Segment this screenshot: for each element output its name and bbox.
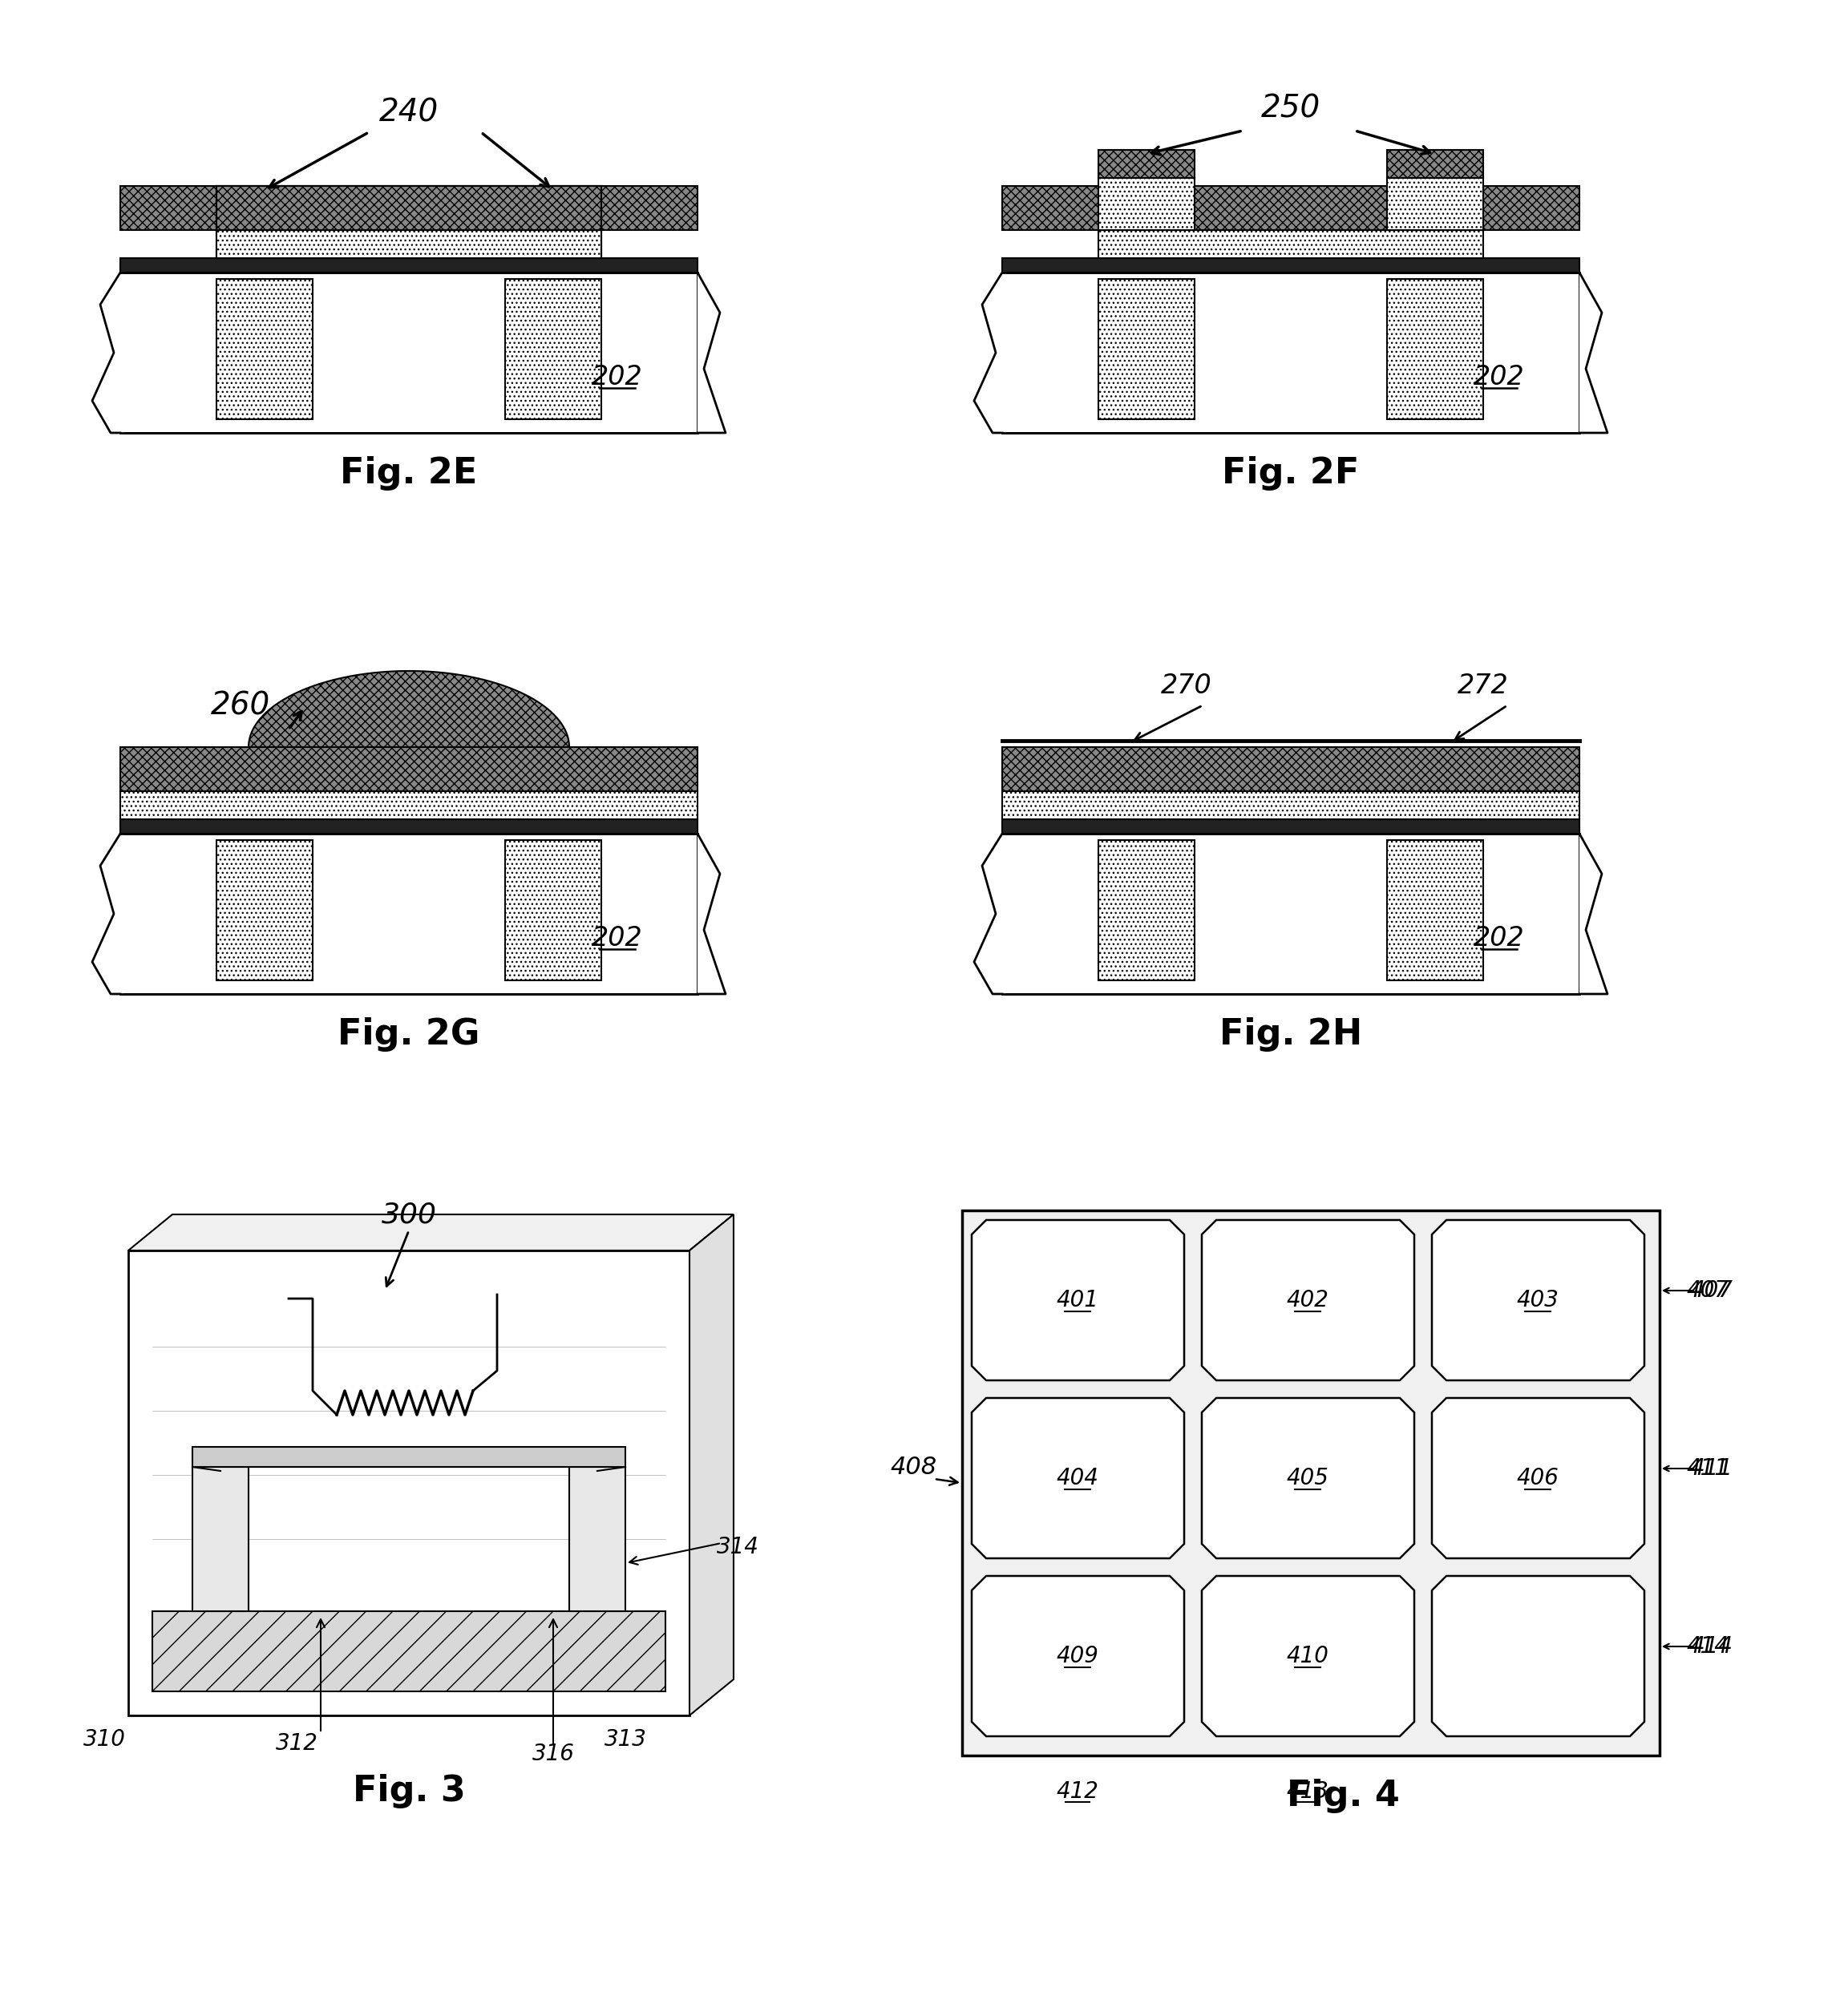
- Polygon shape: [248, 671, 569, 747]
- Bar: [697, 833, 734, 994]
- Bar: [1388, 279, 1484, 420]
- Bar: [120, 791, 697, 819]
- Bar: [569, 1468, 625, 1610]
- Bar: [1098, 179, 1194, 231]
- Bar: [120, 833, 697, 994]
- Bar: [120, 273, 697, 434]
- Polygon shape: [128, 1215, 734, 1251]
- Bar: [1002, 819, 1580, 833]
- Polygon shape: [972, 1221, 1185, 1379]
- Bar: [1388, 839, 1484, 980]
- Polygon shape: [1201, 1576, 1414, 1737]
- Text: 406: 406: [1517, 1468, 1560, 1490]
- Bar: [128, 1251, 689, 1715]
- Bar: [89, 833, 124, 994]
- Text: 411: 411: [1687, 1458, 1730, 1480]
- Bar: [1098, 279, 1194, 420]
- Text: 407: 407: [1687, 1279, 1730, 1301]
- Text: 260: 260: [211, 691, 270, 721]
- Bar: [505, 839, 601, 980]
- Bar: [1098, 151, 1194, 179]
- Bar: [1098, 231, 1484, 259]
- Bar: [970, 273, 1005, 434]
- Bar: [601, 187, 697, 231]
- Polygon shape: [1201, 1221, 1414, 1379]
- Polygon shape: [972, 1398, 1185, 1558]
- Text: 316: 316: [532, 1743, 575, 1765]
- Bar: [120, 259, 697, 273]
- Bar: [970, 833, 1005, 994]
- Bar: [216, 231, 601, 259]
- Text: Fig. 4: Fig. 4: [1286, 1779, 1399, 1813]
- Text: 272: 272: [1458, 673, 1508, 699]
- Bar: [697, 273, 734, 434]
- Text: Fig. 2F: Fig. 2F: [1222, 456, 1360, 490]
- Polygon shape: [689, 1215, 734, 1715]
- Text: 202: 202: [1473, 924, 1525, 952]
- Bar: [216, 231, 601, 259]
- Bar: [192, 1468, 248, 1610]
- Bar: [216, 187, 601, 259]
- Text: 401: 401: [1057, 1289, 1100, 1311]
- Polygon shape: [1432, 1576, 1645, 1737]
- Text: 314: 314: [717, 1536, 760, 1558]
- Text: 404: 404: [1057, 1468, 1100, 1490]
- Bar: [1002, 747, 1580, 791]
- Text: 202: 202: [591, 924, 643, 952]
- Text: 250: 250: [1260, 92, 1321, 122]
- Text: 414: 414: [1691, 1635, 1733, 1659]
- Text: 270: 270: [1161, 673, 1212, 699]
- Bar: [192, 1448, 625, 1468]
- Bar: [1580, 273, 1615, 434]
- Bar: [89, 273, 124, 434]
- Bar: [216, 279, 312, 420]
- Text: 412: 412: [1057, 1781, 1100, 1803]
- Text: Fig. 2H: Fig. 2H: [1220, 1016, 1362, 1052]
- Bar: [1002, 791, 1580, 819]
- Polygon shape: [972, 1576, 1185, 1737]
- Text: 240: 240: [379, 96, 438, 127]
- Bar: [120, 819, 697, 833]
- Text: 408: 408: [891, 1456, 937, 1478]
- Bar: [152, 1610, 665, 1691]
- Text: 202: 202: [591, 363, 643, 390]
- Bar: [1002, 259, 1580, 273]
- Text: 402: 402: [1286, 1289, 1329, 1311]
- Text: 411: 411: [1691, 1458, 1733, 1480]
- Text: 403: 403: [1517, 1289, 1560, 1311]
- Text: 414: 414: [1687, 1635, 1730, 1659]
- Bar: [963, 1211, 1660, 1755]
- Text: 407: 407: [1691, 1279, 1733, 1301]
- Bar: [505, 279, 601, 420]
- Bar: [216, 839, 312, 980]
- Text: 300: 300: [381, 1201, 436, 1229]
- Text: 312: 312: [275, 1733, 318, 1755]
- Polygon shape: [1201, 1398, 1414, 1558]
- Bar: [216, 187, 601, 231]
- Bar: [1002, 187, 1580, 231]
- Bar: [120, 747, 697, 791]
- Text: 410: 410: [1286, 1645, 1329, 1667]
- Text: Fig. 3: Fig. 3: [353, 1775, 466, 1809]
- Bar: [1580, 833, 1615, 994]
- Bar: [216, 187, 601, 231]
- Text: 202: 202: [1473, 363, 1525, 390]
- Text: Fig. 2E: Fig. 2E: [340, 456, 477, 490]
- Bar: [1098, 791, 1484, 819]
- Polygon shape: [1432, 1221, 1645, 1379]
- Bar: [1002, 273, 1580, 434]
- Text: 310: 310: [83, 1729, 126, 1751]
- Text: Fig. 2G: Fig. 2G: [338, 1016, 480, 1052]
- Polygon shape: [1432, 1398, 1645, 1558]
- Text: 413: 413: [1286, 1781, 1329, 1803]
- Text: 405: 405: [1286, 1468, 1329, 1490]
- Bar: [120, 187, 216, 231]
- Text: 409: 409: [1057, 1645, 1100, 1667]
- Text: 313: 313: [604, 1729, 647, 1751]
- Bar: [1388, 179, 1484, 231]
- Bar: [1002, 833, 1580, 994]
- Bar: [1098, 839, 1194, 980]
- Bar: [1388, 151, 1484, 179]
- Bar: [216, 791, 601, 819]
